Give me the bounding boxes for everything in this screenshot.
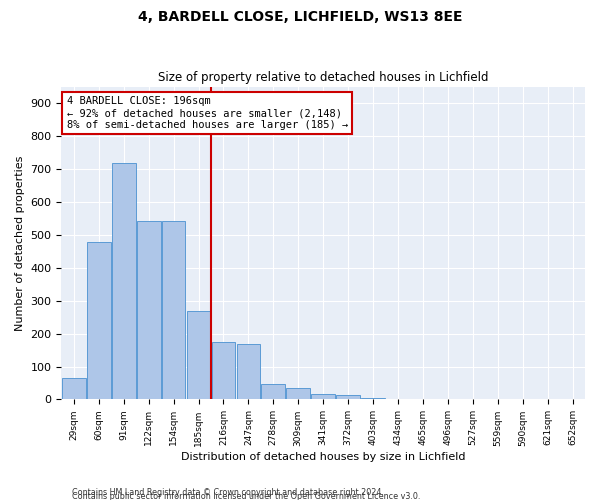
- Bar: [336, 395, 360, 400]
- Bar: [187, 310, 211, 400]
- Bar: [262, 384, 285, 400]
- Bar: [286, 388, 310, 400]
- Bar: [311, 394, 335, 400]
- Bar: [137, 221, 161, 400]
- Text: Contains public sector information licensed under the Open Government Licence v3: Contains public sector information licen…: [72, 492, 421, 500]
- Bar: [361, 398, 385, 400]
- Bar: [62, 378, 86, 400]
- Y-axis label: Number of detached properties: Number of detached properties: [15, 156, 25, 331]
- Bar: [212, 342, 235, 400]
- Text: 4, BARDELL CLOSE, LICHFIELD, WS13 8EE: 4, BARDELL CLOSE, LICHFIELD, WS13 8EE: [138, 10, 462, 24]
- Bar: [236, 344, 260, 400]
- Title: Size of property relative to detached houses in Lichfield: Size of property relative to detached ho…: [158, 72, 488, 85]
- Text: 4 BARDELL CLOSE: 196sqm
← 92% of detached houses are smaller (2,148)
8% of semi-: 4 BARDELL CLOSE: 196sqm ← 92% of detache…: [67, 96, 348, 130]
- Bar: [112, 162, 136, 400]
- X-axis label: Distribution of detached houses by size in Lichfield: Distribution of detached houses by size …: [181, 452, 466, 462]
- Bar: [162, 221, 185, 400]
- Bar: [87, 242, 110, 400]
- Text: Contains HM Land Registry data © Crown copyright and database right 2024.: Contains HM Land Registry data © Crown c…: [72, 488, 384, 497]
